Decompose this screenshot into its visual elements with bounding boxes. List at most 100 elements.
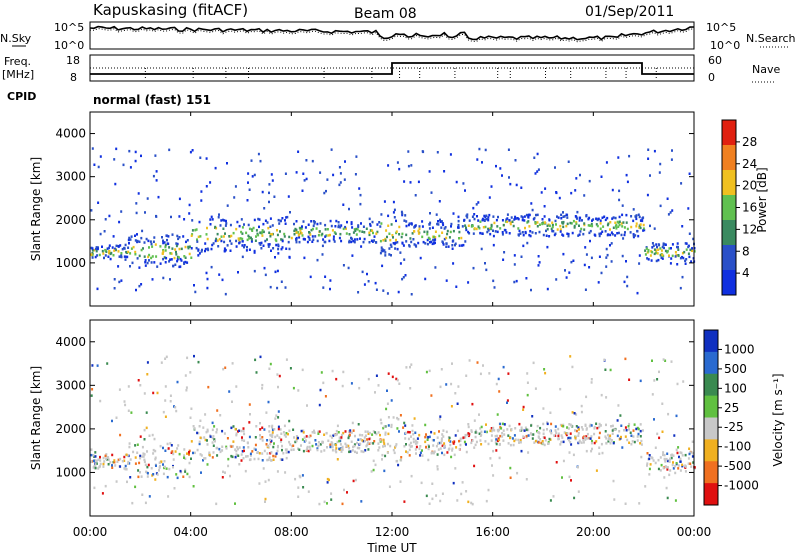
range-gate-cell xyxy=(562,425,565,428)
range-gate-cell xyxy=(262,467,265,470)
range-gate-cell xyxy=(253,251,256,254)
range-gate-cell xyxy=(269,452,272,455)
range-gate-cell xyxy=(266,221,269,224)
range-gate-cell xyxy=(384,425,387,428)
range-gate-cell xyxy=(176,380,179,384)
range-gate-cell xyxy=(198,425,201,428)
range-gate-cell xyxy=(158,466,161,469)
range-gate-cell xyxy=(127,246,130,249)
range-gate-cell xyxy=(246,199,249,202)
range-gate-cell xyxy=(512,224,515,228)
range-gate-cell xyxy=(655,251,658,255)
range-gate-cell xyxy=(261,229,264,232)
range-gate-cell xyxy=(470,429,473,432)
range-gate-cell xyxy=(400,235,403,239)
range-gate-cell xyxy=(345,227,347,230)
range-gate-cell xyxy=(261,231,264,234)
range-gate-cell xyxy=(370,470,373,473)
range-gate-cell xyxy=(128,149,131,153)
range-gate-cell xyxy=(311,431,314,434)
range-gate-cell xyxy=(171,450,174,453)
range-gate-cell xyxy=(179,265,182,268)
range-gate-cell xyxy=(134,239,137,242)
range-gate-cell xyxy=(522,408,525,411)
range-gate-cell xyxy=(134,234,136,237)
range-gate-cell xyxy=(269,362,272,366)
range-gate-cell xyxy=(611,188,614,192)
range-gate-cell xyxy=(366,430,369,433)
range-gate-cell xyxy=(144,261,147,264)
range-gate-cell xyxy=(222,218,224,222)
range-gate-cell xyxy=(206,226,208,230)
range-gate-cell xyxy=(268,456,271,459)
range-gate-cell xyxy=(415,245,418,248)
range-gate-cell xyxy=(292,444,295,447)
range-gate-cell xyxy=(103,256,105,260)
range-gate-cell xyxy=(441,451,443,455)
range-gate-cell xyxy=(351,449,354,452)
range-gate-cell xyxy=(421,220,424,223)
range-gate-cell xyxy=(685,258,688,261)
range-gate-cell xyxy=(662,466,665,470)
range-gate-cell xyxy=(493,286,496,289)
range-gate-cell xyxy=(198,252,201,255)
range-gate-cell xyxy=(428,223,431,226)
range-gate-cell xyxy=(595,223,598,226)
range-gate-cell xyxy=(474,443,477,447)
range-gate-cell xyxy=(342,203,345,206)
range-gate-cell xyxy=(430,452,433,455)
range-gate-cell xyxy=(671,149,673,152)
range-gate-cell xyxy=(377,449,380,452)
range-gate-cell xyxy=(235,227,238,231)
range-gate-cell xyxy=(515,279,518,283)
range-gate-cell xyxy=(269,442,272,446)
range-gate-cell xyxy=(186,239,189,242)
range-gate-cell xyxy=(472,206,475,210)
range-gate-cell xyxy=(640,439,643,443)
range-gate-cell xyxy=(441,231,444,234)
range-gate-cell xyxy=(568,423,571,426)
range-gate-cell xyxy=(417,180,420,184)
range-gate-cell xyxy=(91,388,94,391)
range-gate-cell xyxy=(542,407,545,410)
range-gate-cell xyxy=(166,238,168,242)
range-gate-cell xyxy=(517,438,520,442)
range-gate-cell xyxy=(282,452,285,455)
range-gate-cell xyxy=(245,249,248,252)
range-gate-cell xyxy=(410,363,413,366)
range-gate-cell xyxy=(164,357,167,360)
range-gate-cell xyxy=(659,253,662,257)
range-gate-cell xyxy=(222,235,225,238)
range-gate-cell xyxy=(502,439,505,442)
range-gate-cell xyxy=(241,436,243,439)
range-gate-cell xyxy=(606,216,609,220)
range-gate-cell xyxy=(94,466,97,470)
range-gate-cell xyxy=(438,430,440,433)
range-gate-cell xyxy=(508,176,510,179)
range-gate-cell xyxy=(108,250,111,253)
range-gate-cell xyxy=(281,239,284,243)
range-gate-cell xyxy=(335,219,338,223)
range-gate-cell xyxy=(668,460,671,463)
range-gate-cell xyxy=(154,243,157,246)
range-gate-cell xyxy=(531,231,534,234)
range-gate-cell xyxy=(368,241,371,244)
range-gate-cell xyxy=(176,447,179,450)
range-gate-cell xyxy=(323,449,326,452)
range-gate-cell xyxy=(299,229,302,233)
range-gate-cell xyxy=(241,226,244,229)
range-gate-cell xyxy=(147,239,150,243)
range-gate-cell xyxy=(664,243,667,246)
range-gate-cell xyxy=(485,217,488,221)
range-gate-cell xyxy=(410,222,413,225)
range-gate-cell xyxy=(436,222,439,226)
range-gate-cell xyxy=(677,245,679,249)
range-gate-cell xyxy=(524,230,527,234)
range-gate-cell xyxy=(501,219,504,222)
range-gate-cell xyxy=(294,440,297,444)
cpid-label: CPID xyxy=(7,90,36,103)
range-gate-cell xyxy=(467,425,470,429)
range-gate-cell xyxy=(295,228,298,232)
range-gate-cell xyxy=(119,433,122,437)
